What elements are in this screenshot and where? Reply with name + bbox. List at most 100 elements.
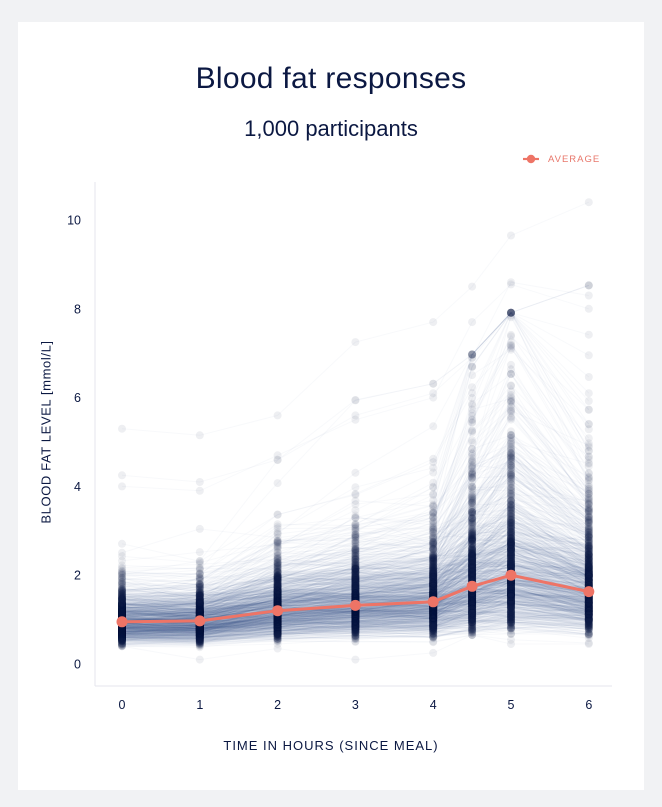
individual-point xyxy=(351,625,360,634)
individual-point xyxy=(195,626,204,635)
individual-point xyxy=(468,604,477,613)
individual-point xyxy=(468,570,477,579)
individual-point xyxy=(351,581,360,590)
individual-point xyxy=(273,592,282,601)
individual-point xyxy=(429,610,438,618)
individual-point xyxy=(273,574,282,583)
individual-point xyxy=(195,624,204,633)
individual-point xyxy=(273,614,282,623)
individual-point xyxy=(507,539,515,548)
individual-point xyxy=(273,597,282,606)
individual-point xyxy=(429,570,438,579)
individual-point xyxy=(351,622,360,631)
individual-point xyxy=(584,605,593,614)
individual-point xyxy=(118,539,126,548)
legend-average-label: AVERAGE xyxy=(548,153,601,165)
axes xyxy=(94,182,612,687)
individual-point xyxy=(507,548,515,557)
individual-point xyxy=(468,572,477,581)
individual-point xyxy=(507,471,515,480)
individual-point xyxy=(468,494,477,503)
individual-point xyxy=(468,470,477,479)
individual-point xyxy=(468,619,477,628)
individual-point xyxy=(351,610,360,619)
individual-point xyxy=(118,591,126,600)
individual-point xyxy=(273,629,282,638)
individual-point xyxy=(195,524,204,533)
individual-point xyxy=(195,602,204,611)
individual-point xyxy=(584,505,593,514)
individual-point xyxy=(351,565,360,574)
individual-point xyxy=(507,442,515,450)
individual-point xyxy=(273,615,282,624)
individual-point xyxy=(195,635,204,644)
individual-point xyxy=(468,474,477,483)
individual-point xyxy=(584,565,593,574)
individual-point xyxy=(195,630,204,639)
individual-point xyxy=(584,602,593,611)
individual-point xyxy=(118,630,126,639)
individual-point xyxy=(195,606,204,614)
individual-point xyxy=(273,594,282,603)
individual-point xyxy=(507,394,515,403)
individual-point xyxy=(273,577,282,586)
individual-point xyxy=(584,611,593,620)
individual-point xyxy=(118,627,126,636)
individual-point xyxy=(273,631,282,640)
individual-point xyxy=(429,618,438,627)
individual-point xyxy=(429,606,438,615)
individual-point xyxy=(273,615,282,624)
individual-point xyxy=(584,615,593,624)
individual-point xyxy=(584,564,593,573)
individual-point xyxy=(468,553,477,562)
individual-point xyxy=(195,595,204,604)
individual-point xyxy=(351,608,360,617)
individual-point xyxy=(584,602,593,611)
individual-point xyxy=(273,595,282,604)
individual-point xyxy=(468,558,477,567)
individual-point xyxy=(351,592,360,600)
individual-point xyxy=(584,597,593,606)
individual-point xyxy=(118,628,126,637)
individual-point xyxy=(584,568,593,577)
individual-point xyxy=(273,585,282,594)
x-axis-label: TIME IN HOURS (SINCE MEAL) xyxy=(223,738,439,753)
individual-point xyxy=(468,556,477,565)
individual-point xyxy=(468,508,477,516)
individual-point xyxy=(195,608,204,617)
individual-point xyxy=(118,606,126,615)
individual-point xyxy=(118,628,126,637)
individual-point xyxy=(195,634,204,643)
individual-point xyxy=(195,627,204,636)
individual-point xyxy=(468,371,477,380)
individual-point xyxy=(429,533,438,542)
individual-point xyxy=(429,614,438,623)
individual-point xyxy=(351,618,360,627)
individual-point xyxy=(195,608,204,617)
individual-point xyxy=(468,572,477,581)
individual-point xyxy=(118,629,126,638)
individual-point xyxy=(584,596,593,605)
individual-point xyxy=(273,563,282,572)
individual-point xyxy=(468,472,477,481)
individual-point xyxy=(273,623,282,632)
individual-point xyxy=(468,596,477,604)
individual-point xyxy=(584,517,593,526)
individual-point xyxy=(429,575,438,584)
individual-point xyxy=(584,572,593,581)
individual-point xyxy=(118,633,126,642)
individual-point xyxy=(195,627,204,636)
individual-point xyxy=(351,617,360,625)
individual-point xyxy=(351,618,360,627)
individual-point xyxy=(507,592,515,601)
individual-point xyxy=(118,604,126,613)
individual-point xyxy=(507,618,515,626)
individual-point xyxy=(273,623,282,632)
individual-point xyxy=(429,537,438,546)
individual-point xyxy=(195,595,204,604)
individual-point xyxy=(584,519,593,528)
individual-point xyxy=(507,612,515,621)
individual-point xyxy=(584,610,593,619)
individual-point xyxy=(429,588,438,597)
